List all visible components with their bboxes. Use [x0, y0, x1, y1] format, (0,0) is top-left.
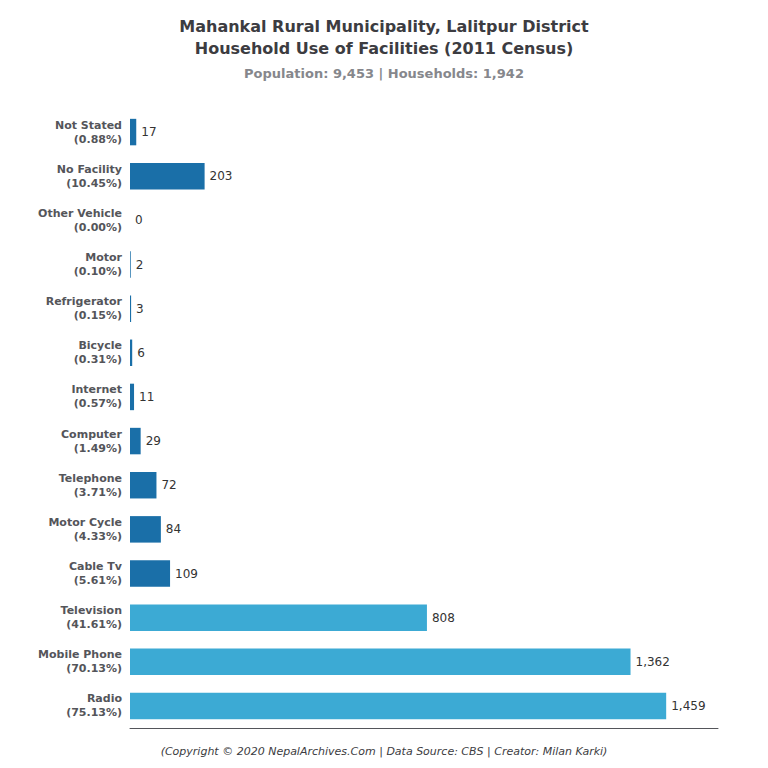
svg-text:(0.57%): (0.57%)	[74, 397, 122, 410]
svg-text:Motor: Motor	[85, 251, 122, 264]
svg-text:(3.71%): (3.71%)	[74, 486, 122, 499]
svg-text:(5.61%): (5.61%)	[74, 574, 122, 587]
svg-text:72: 72	[161, 478, 176, 492]
svg-text:11: 11	[139, 390, 154, 404]
svg-text:(75.13%): (75.13%)	[66, 706, 122, 719]
svg-text:Telephone: Telephone	[59, 472, 122, 485]
svg-text:(0.31%): (0.31%)	[74, 353, 122, 366]
svg-text:Population: 9,453 | Households: Population: 9,453 | Households: 1,942	[244, 66, 524, 81]
svg-text:29: 29	[146, 434, 161, 448]
svg-text:Mobile Phone: Mobile Phone	[38, 648, 122, 661]
svg-text:2: 2	[136, 258, 144, 272]
svg-text:0: 0	[135, 213, 143, 227]
svg-text:(41.61%): (41.61%)	[66, 618, 122, 631]
svg-text:203: 203	[210, 169, 233, 183]
svg-text:No Facility: No Facility	[57, 163, 122, 176]
svg-text:Cable Tv: Cable Tv	[69, 560, 123, 573]
svg-text:109: 109	[175, 567, 198, 581]
svg-text:(0.10%): (0.10%)	[74, 265, 122, 278]
svg-text:Radio: Radio	[87, 692, 123, 705]
svg-text:(0.88%): (0.88%)	[74, 133, 122, 146]
svg-text:1,362: 1,362	[636, 655, 670, 669]
svg-text:Household Use of Facilities (2: Household Use of Facilities (2011 Census…	[195, 39, 573, 58]
svg-text:(0.00%): (0.00%)	[74, 221, 122, 234]
svg-text:84: 84	[166, 522, 181, 536]
svg-text:Motor Cycle: Motor Cycle	[48, 516, 122, 529]
svg-text:3: 3	[136, 302, 144, 316]
svg-text:6: 6	[137, 346, 145, 360]
svg-text:(4.33%): (4.33%)	[74, 530, 122, 543]
svg-text:Bicycle: Bicycle	[78, 339, 122, 352]
svg-text:Computer: Computer	[61, 428, 123, 441]
svg-text:Internet: Internet	[71, 383, 122, 396]
svg-text:17: 17	[141, 125, 156, 139]
svg-text:Other Vehicle: Other Vehicle	[38, 207, 122, 220]
svg-text:Not Stated: Not Stated	[55, 119, 122, 132]
svg-text:(1.49%): (1.49%)	[74, 442, 122, 455]
svg-text:Television: Television	[61, 604, 122, 617]
svg-text:Refrigerator: Refrigerator	[46, 295, 123, 308]
svg-text:(Copyright © 2020 NepalArchive: (Copyright © 2020 NepalArchives.Com | Da…	[161, 745, 608, 758]
svg-text:Mahankal Rural Municipality, L: Mahankal Rural Municipality, Lalitpur Di…	[179, 17, 589, 36]
svg-text:808: 808	[432, 611, 455, 625]
svg-text:(70.13%): (70.13%)	[66, 662, 122, 675]
svg-text:(10.45%): (10.45%)	[66, 177, 122, 190]
svg-text:(0.15%): (0.15%)	[74, 309, 122, 322]
svg-text:1,459: 1,459	[671, 699, 705, 713]
